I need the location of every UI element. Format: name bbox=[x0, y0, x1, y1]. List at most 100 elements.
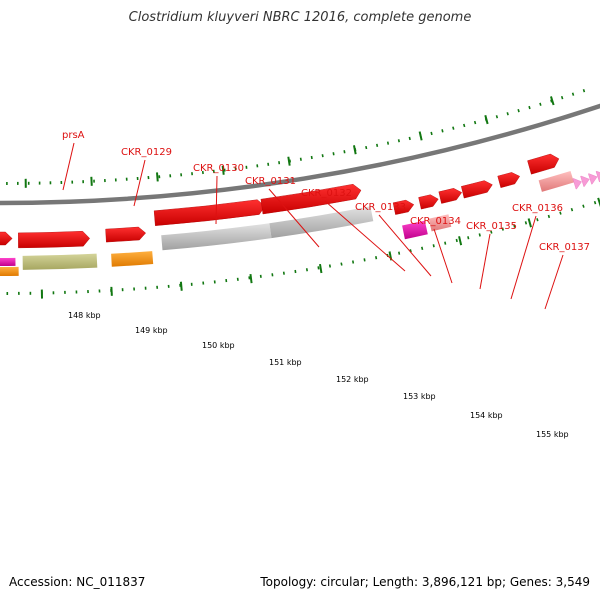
ruler-label: 152 kbp bbox=[336, 375, 369, 384]
gene-label-CKR_0132[interactable]: CKR_0132 bbox=[301, 188, 352, 199]
tick-mark bbox=[398, 251, 401, 255]
tick-mark bbox=[524, 221, 528, 225]
gene-label-CKR_0131[interactable]: CKR_0131 bbox=[245, 176, 296, 187]
tick-mark bbox=[455, 238, 458, 243]
map-title: Clostridium kluyveri NBRC 12016, complet… bbox=[128, 10, 472, 25]
major-tick-mark bbox=[352, 145, 357, 155]
major-tick-mark bbox=[110, 286, 113, 296]
cds-arrow bbox=[18, 230, 90, 249]
ruler-label: 154 kbp bbox=[470, 411, 503, 420]
tick-mark bbox=[386, 141, 390, 145]
leader-line bbox=[215, 175, 218, 225]
tick-mark bbox=[559, 211, 562, 215]
tick-mark bbox=[517, 108, 520, 113]
tick-mark bbox=[317, 266, 320, 270]
cds-arrow bbox=[497, 172, 520, 188]
tick-mark bbox=[506, 112, 509, 116]
major-tick-mark bbox=[179, 281, 183, 291]
tick-mark bbox=[539, 102, 542, 106]
tick-mark bbox=[593, 200, 597, 205]
major-tick-mark bbox=[527, 218, 532, 228]
cds-arrow bbox=[418, 194, 439, 210]
gene-label-CKR_0129[interactable]: CKR_0129 bbox=[121, 147, 172, 158]
tick-mark bbox=[432, 244, 435, 248]
trna-arrow bbox=[580, 175, 590, 187]
gene-label-CKR_0133[interactable]: CKR_0133 bbox=[355, 202, 406, 213]
tick-mark bbox=[340, 262, 343, 266]
major-tick-mark bbox=[287, 156, 291, 166]
tick-mark bbox=[352, 260, 355, 264]
gene-label-CKR_0135[interactable]: CKR_0135 bbox=[466, 221, 517, 232]
tick-mark bbox=[463, 123, 466, 128]
tick-mark bbox=[299, 157, 302, 161]
tick-mark bbox=[501, 227, 504, 231]
cds-arrow bbox=[527, 153, 560, 175]
tick-mark bbox=[343, 150, 346, 154]
ruler-label: 151 kbp bbox=[269, 358, 302, 367]
tick-mark bbox=[473, 120, 477, 125]
ruler-label: 149 kbp bbox=[135, 326, 168, 335]
cds-arrow bbox=[461, 180, 493, 199]
major-tick-mark bbox=[550, 96, 555, 106]
trna-arrow bbox=[588, 173, 598, 185]
gene-label-CKR_0137[interactable]: CKR_0137 bbox=[539, 242, 590, 253]
leader-line bbox=[133, 159, 146, 207]
major-tick-mark bbox=[418, 131, 423, 141]
tick-mark bbox=[363, 258, 366, 262]
gene-label-prsA[interactable]: prsA bbox=[62, 130, 85, 141]
gene-callouts: prsACKR_0129CKR_0130CKR_0131CKR_0132CKR_… bbox=[62, 130, 590, 310]
tick-mark bbox=[536, 218, 539, 222]
leader-line bbox=[324, 200, 406, 272]
tick-mark bbox=[397, 139, 400, 143]
leader-line bbox=[479, 233, 491, 290]
tick-mark bbox=[365, 145, 368, 150]
feature-CKR_0130-box bbox=[161, 223, 272, 251]
gene-label-CKR_0136[interactable]: CKR_0136 bbox=[512, 203, 563, 214]
gene-label-CKR_0130[interactable]: CKR_0130 bbox=[193, 163, 244, 174]
tick-mark bbox=[560, 95, 564, 100]
tick-mark bbox=[478, 233, 481, 237]
tick-mark bbox=[490, 230, 493, 234]
tick-mark bbox=[328, 264, 331, 268]
major-tick-mark bbox=[458, 236, 463, 246]
feature-CKR_0131-box bbox=[269, 206, 374, 239]
leader-line bbox=[544, 254, 564, 310]
major-tick-mark bbox=[155, 172, 159, 182]
feature-CKR_0129-box bbox=[111, 251, 154, 267]
tick-mark bbox=[513, 224, 516, 228]
feature-orange-left bbox=[0, 266, 19, 277]
leader-line bbox=[62, 142, 75, 191]
tick-mark bbox=[408, 136, 411, 141]
cds-arrow bbox=[153, 199, 266, 226]
tick-mark bbox=[441, 129, 444, 133]
tick-mark bbox=[332, 152, 335, 156]
leader-line bbox=[433, 228, 453, 284]
trna-arrow bbox=[572, 178, 582, 190]
tick-mark bbox=[550, 99, 553, 103]
ruler-label: 155 kbp bbox=[536, 430, 569, 439]
inner-tick-track bbox=[6, 89, 586, 188]
tick-mark bbox=[467, 236, 470, 240]
feature-CKR_0133-box bbox=[428, 214, 452, 232]
tick-mark bbox=[452, 126, 455, 130]
tick-mark bbox=[421, 246, 424, 250]
gene-label-CKR_0134[interactable]: CKR_0134 bbox=[410, 216, 461, 227]
position-ruler: 148 kbp 149 kbp 150 kbp 151 kbp 152 kbp 153 k… bbox=[68, 311, 569, 439]
feature-CKR_0132-box bbox=[402, 220, 428, 240]
major-tick-mark bbox=[484, 114, 489, 125]
tick-mark bbox=[582, 204, 585, 208]
genome-summary-text: Topology: circular; Length: 3,896,121 bp… bbox=[260, 575, 590, 589]
tick-mark bbox=[430, 131, 433, 136]
major-tick-mark bbox=[249, 274, 253, 284]
cds-track bbox=[0, 153, 600, 249]
cds-arrow bbox=[0, 231, 13, 246]
cds-arrow bbox=[392, 199, 415, 215]
tick-mark bbox=[582, 89, 586, 93]
accession-text: Accession: NC_011837 bbox=[9, 575, 146, 589]
feature-prsA-box bbox=[22, 253, 98, 270]
outer-tick-track bbox=[6, 197, 600, 299]
tick-mark bbox=[570, 207, 574, 212]
feature-CKR_0136-box bbox=[538, 171, 574, 192]
tick-mark bbox=[310, 155, 313, 160]
